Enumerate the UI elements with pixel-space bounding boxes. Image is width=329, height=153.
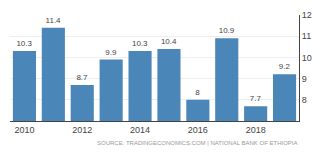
- svg-text:10: 10: [302, 53, 312, 63]
- svg-text:11.4: 11.4: [46, 16, 62, 25]
- svg-text:9.2: 9.2: [279, 62, 291, 71]
- svg-text:8.7: 8.7: [76, 73, 88, 82]
- svg-text:8: 8: [195, 88, 200, 97]
- svg-text:7.7: 7.7: [250, 94, 262, 103]
- svg-text:SOURCE: TRADINGECONOMICS.COM |: SOURCE: TRADINGECONOMICS.COM | NATIONAL …: [97, 140, 297, 146]
- svg-text:9.9: 9.9: [105, 48, 117, 57]
- svg-text:10.9: 10.9: [219, 26, 235, 35]
- svg-text:2012: 2012: [72, 125, 92, 135]
- svg-text:12: 12: [302, 10, 312, 20]
- svg-text:2010: 2010: [14, 125, 34, 135]
- svg-text:2014: 2014: [130, 125, 150, 135]
- svg-text:10.4: 10.4: [161, 37, 177, 46]
- svg-text:2016: 2016: [188, 125, 208, 135]
- svg-text:9: 9: [302, 74, 307, 84]
- svg-text:2018: 2018: [246, 125, 266, 135]
- svg-text:8: 8: [302, 95, 307, 105]
- svg-text:11: 11: [302, 31, 311, 41]
- svg-text:10.3: 10.3: [132, 39, 148, 48]
- svg-text:10.3: 10.3: [16, 39, 32, 48]
